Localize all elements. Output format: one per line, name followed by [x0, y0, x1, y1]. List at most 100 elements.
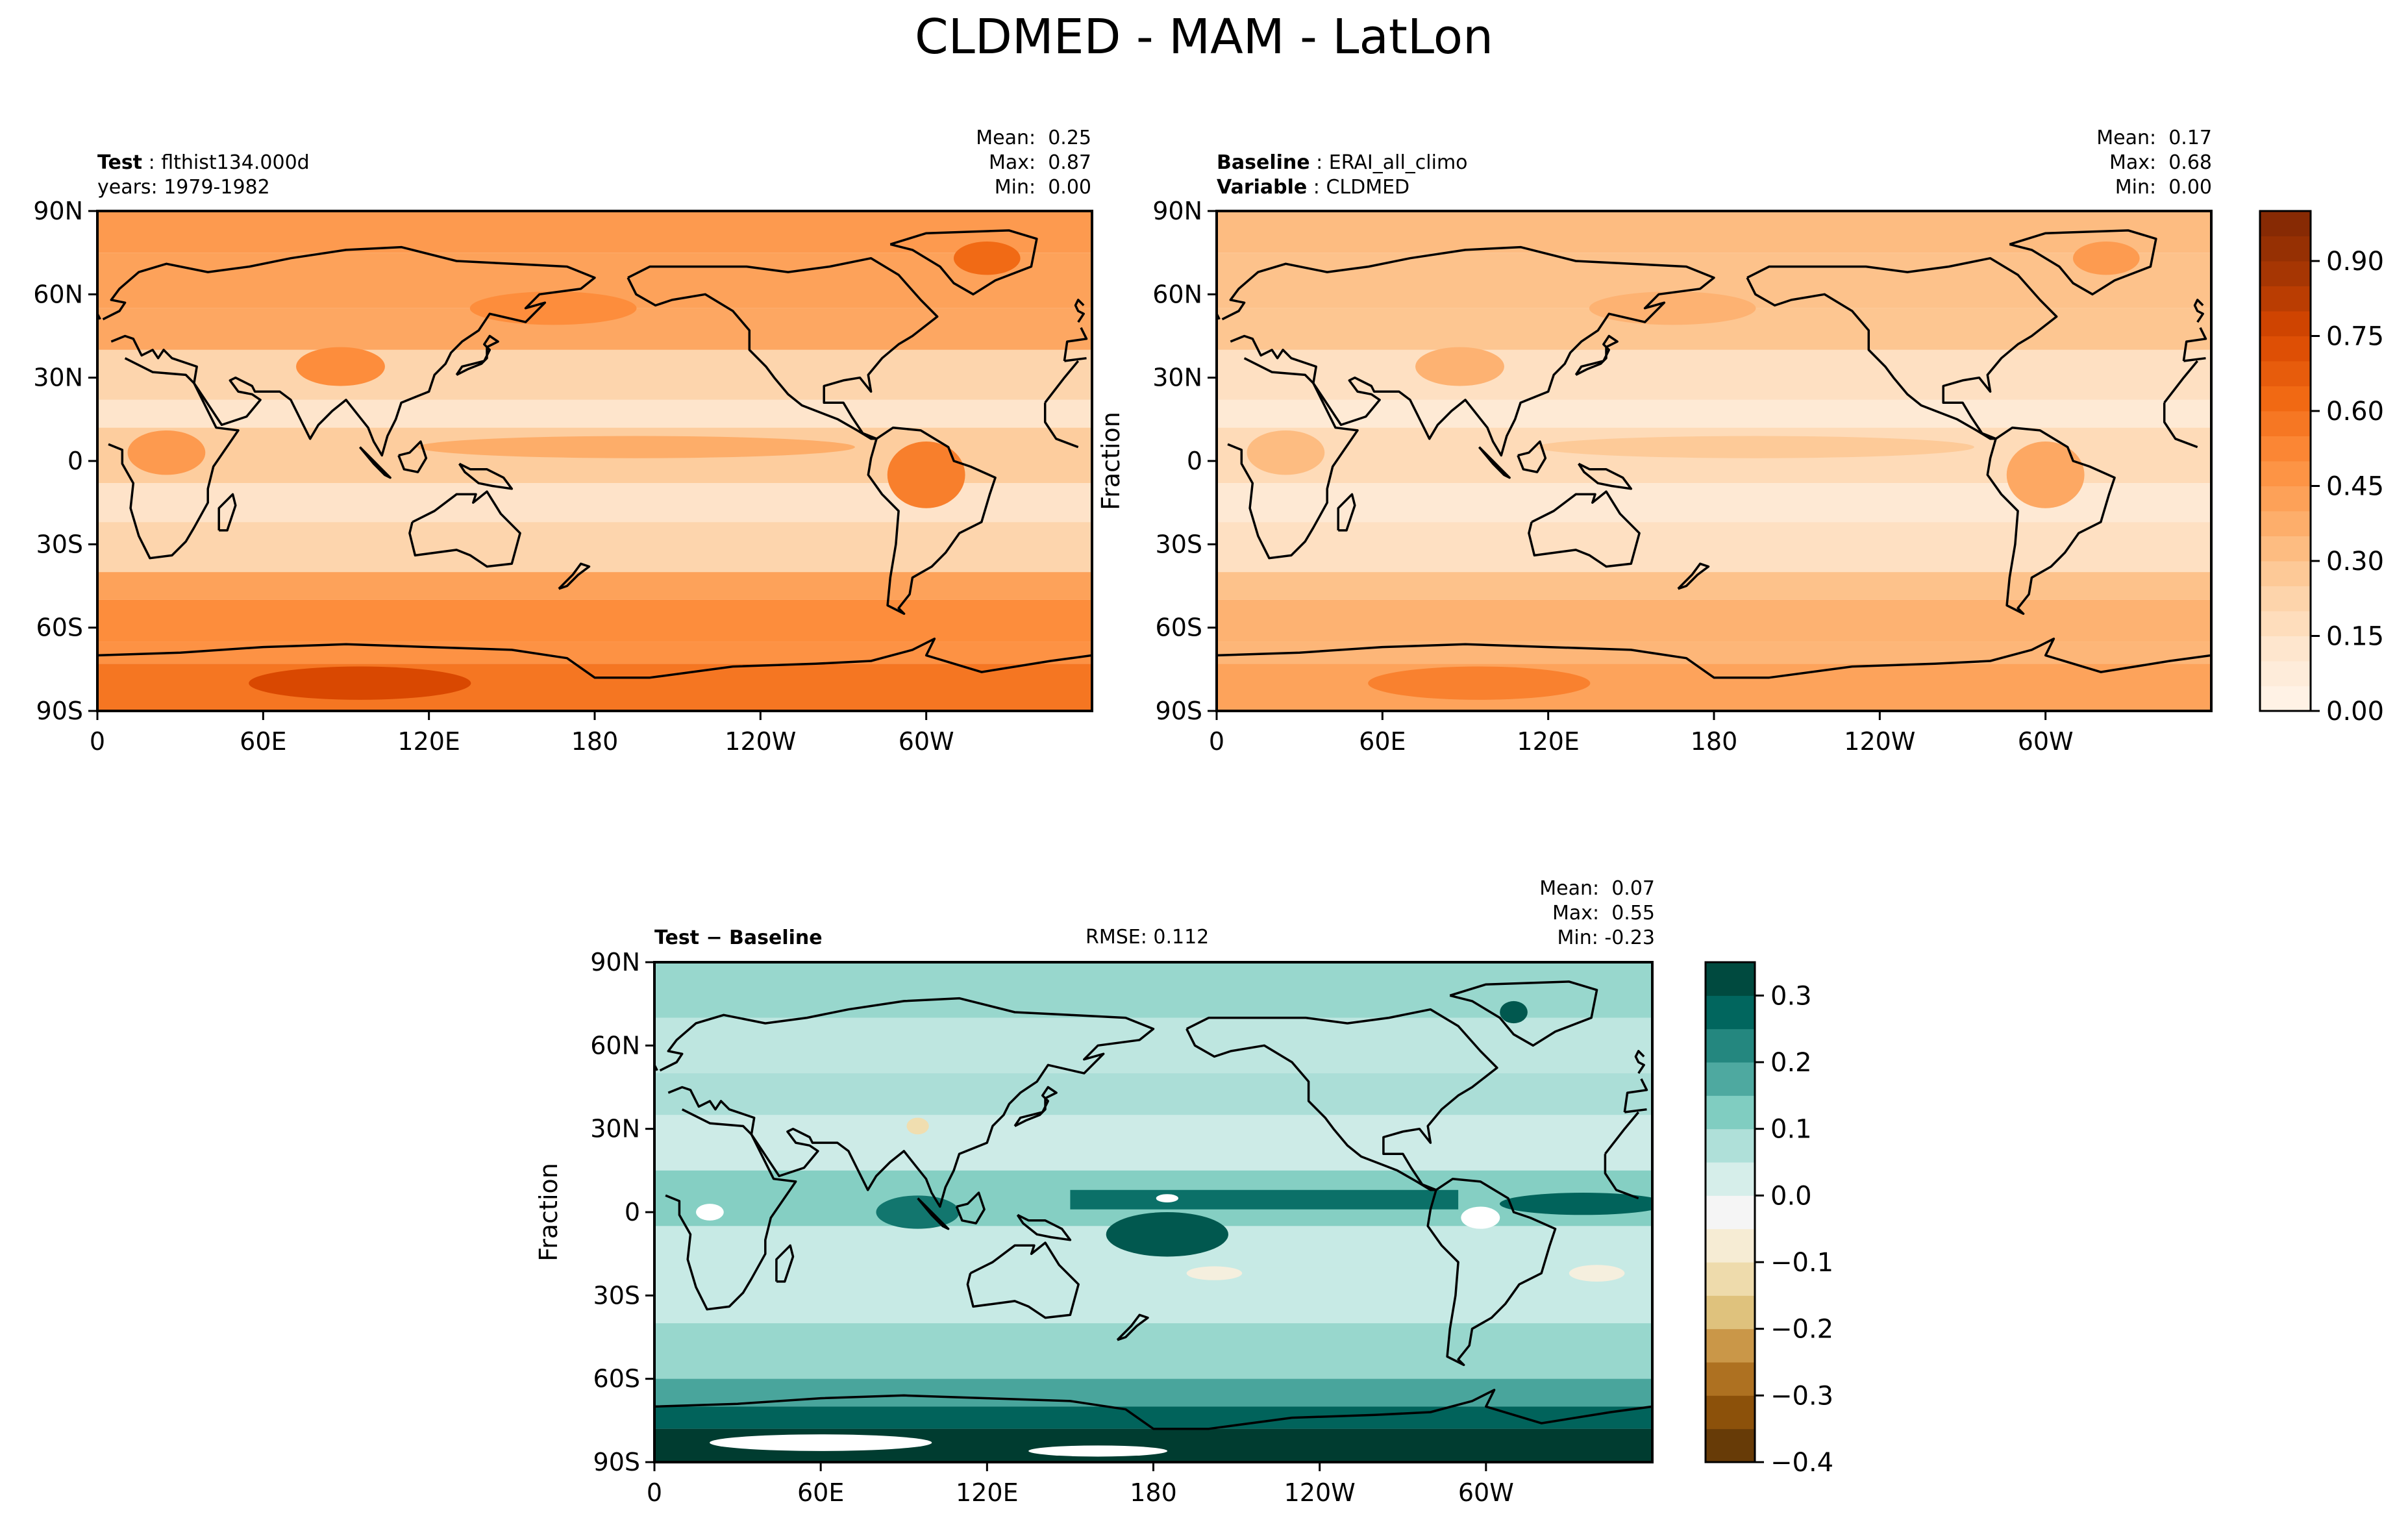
y-tick-label-0-0: 90N	[33, 197, 83, 225]
x-tick-label-2-3: 180	[1130, 1478, 1177, 1507]
colorbar-level-1-8	[2260, 486, 2311, 512]
colorbar-tick-label-1-3: 0.45	[2326, 472, 2384, 502]
coastline-antarctica-0	[1217, 638, 2211, 679]
coastline-japan-0	[1013, 1086, 1058, 1127]
y-tick-label-1-1: 60N	[1152, 280, 1202, 308]
colorbar-level-2-12	[1706, 1028, 1755, 1063]
colorbar-level-2-13	[1706, 995, 1755, 1030]
x-tick-label-0-0: 0	[90, 727, 105, 756]
greenland-blob-0	[953, 242, 1021, 275]
colorbar-tick-label-2-2: 0.1	[1770, 1115, 1812, 1145]
colorbar-level-2-6	[1706, 1228, 1755, 1263]
colorbar-tick-label-2-3: 0.0	[1770, 1181, 1812, 1211]
band-0-10	[97, 641, 1092, 664]
coastline-africa-0	[1604, 1111, 1640, 1155]
colorbar-level-1-10	[2260, 436, 2311, 462]
figure-title: CLDMED - MAM - LatLon	[915, 9, 1493, 65]
coastline-madagascar-0	[775, 1244, 795, 1283]
coastline-newzealand-0	[1677, 562, 1710, 590]
x-tick-label-1-1: 60E	[1359, 727, 1406, 756]
diff-band-6	[654, 1267, 1652, 1324]
x-tick-label-2-4: 120W	[1284, 1478, 1356, 1507]
map-panel-2: 0 60E 120E 180 120W 60W 90N 60N 30N 0 30S 60S 90S Fra…	[534, 948, 1654, 1507]
coastline-sumatra-0	[1478, 446, 1511, 479]
band-1-10	[1217, 641, 2211, 664]
x-tick-label-2-2: 120E	[956, 1478, 1019, 1507]
y-tick-label-2-3: 0	[625, 1198, 640, 1226]
colorbar-tick-label-2-1: 0.2	[1770, 1048, 1812, 1078]
colorbar-tick-label-1-1: 0.15	[2326, 622, 2384, 652]
y-tick-label-2-2: 30N	[590, 1115, 640, 1143]
x-tick-label-1-4: 120W	[1844, 727, 1915, 756]
y-tick-label-1-6: 90S	[1156, 697, 1202, 725]
colorbar-tick-label-2-0: 0.3	[1770, 981, 1812, 1011]
diff-antarctic-white-2	[1028, 1445, 1168, 1457]
diff-itcz-white	[1156, 1194, 1178, 1203]
colorbar-tick-label-1-4: 0.60	[2326, 397, 2384, 427]
colorbar-level-1-2	[2260, 636, 2311, 662]
coastline-newguinea-0	[458, 462, 514, 490]
coastline-eurasia-1	[102, 245, 596, 457]
colorbar-tick-label-2-4: −0.1	[1770, 1248, 1833, 1278]
colorbar-level-1-18	[2260, 236, 2311, 262]
x-tick-label-0-4: 120W	[725, 727, 796, 756]
coastlines-1	[1217, 229, 2211, 679]
coastline-namerica-0	[1185, 1008, 1498, 1191]
colorbar-tick-label-1-0: 0.00	[2326, 697, 2384, 727]
diff-label-bold: Test − Baseline	[654, 926, 823, 949]
baseline-panel-label: Baseline : ERAI_all_climo Variable : CLD…	[1217, 151, 1468, 199]
coastline-namerica-0	[627, 256, 939, 440]
colorbar-level-2-2	[1706, 1362, 1755, 1396]
band-1-9	[1217, 599, 2211, 642]
diff-pacific-blob	[1106, 1212, 1228, 1257]
coastline-newzealand-0	[1116, 1313, 1149, 1341]
diff-stats: Mean: 0.07 Max: 0.55 Min: -0.23	[1539, 877, 1655, 949]
y-tick-label-0-6: 90S	[36, 697, 83, 725]
field-layer-0	[97, 211, 1092, 711]
y-tick-label-2-4: 30S	[593, 1281, 640, 1310]
coastline-borneo-0	[1517, 440, 1547, 473]
test-panel-label: Test : flthist134.000d years: 1979-1982	[97, 151, 310, 199]
coastline-samerica-0	[1986, 426, 2116, 615]
variable-label-bold: Variable	[1217, 176, 1308, 199]
band-0-7	[97, 522, 1092, 573]
coastline-antarctica-0	[97, 638, 1092, 679]
x-tick-label-0-2: 120E	[397, 727, 460, 756]
coastline-eurasia-1	[1221, 245, 1715, 457]
y-tick-label-1-0: 90N	[1152, 197, 1202, 225]
band-1-8	[1217, 572, 2211, 600]
map-panel-0: 0 60E 120E 180 120W 60W 90N 60N 30N 0 30S 60S 90S	[33, 197, 1093, 756]
coastline-borneo-0	[397, 440, 428, 473]
y-tick-label-2-5: 60S	[593, 1365, 640, 1393]
coastline-eurasia-1	[659, 997, 1155, 1208]
band-1-11	[1217, 664, 2211, 711]
greenland-blob-1	[2072, 242, 2140, 275]
colorbar-level-1-0	[2260, 686, 2311, 712]
npac-blob-1	[1589, 292, 1756, 325]
amazon-blob-0	[887, 441, 965, 508]
colorbar-level-2-3	[1706, 1328, 1755, 1363]
colorbar-2: 0.3 0.2 0.1 0.0 −0.1 −0.2 −0.3 −0.4	[1704, 961, 1833, 1478]
x-tick-label-2-5: 60W	[1458, 1478, 1514, 1507]
colorbar-tick-label-1-2: 0.30	[2326, 547, 2384, 577]
coastline-newguinea-0	[1578, 462, 1633, 490]
colorbar-level-1-6	[2260, 536, 2311, 562]
colorbar-frame-2	[1704, 961, 1756, 1463]
coastline-greenland-0	[1449, 980, 1598, 1047]
colorbar-level-1-19	[2260, 211, 2311, 236]
y-tick-label-0-2: 30N	[33, 364, 83, 392]
coastline-eurasia-0	[2182, 327, 2207, 362]
diff-rmse: RMSE: 0.112	[1086, 926, 1210, 949]
colorbar-level-1-13	[2260, 361, 2311, 386]
coastlines-0	[97, 229, 1092, 679]
band-1-0	[1217, 211, 2211, 253]
y-tick-label-0-3: 0	[68, 447, 83, 475]
coastline-africa-2	[2163, 403, 2198, 449]
colorbar-tick-label-1-6: 0.90	[2326, 247, 2384, 277]
colorbar-level-2-11	[1706, 1062, 1755, 1096]
y-tick-label-1-5: 60S	[1156, 614, 1202, 642]
diff-panel-label: Test − Baseline	[654, 926, 823, 951]
y-tick-label-2-0: 90N	[590, 948, 640, 976]
africa-blob-1	[1247, 430, 1325, 475]
coastline-africa-0	[2163, 360, 2199, 404]
